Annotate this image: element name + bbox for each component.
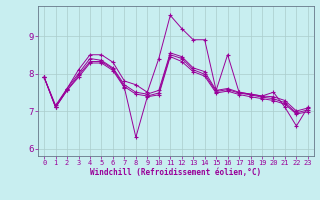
X-axis label: Windchill (Refroidissement éolien,°C): Windchill (Refroidissement éolien,°C) [91,168,261,177]
